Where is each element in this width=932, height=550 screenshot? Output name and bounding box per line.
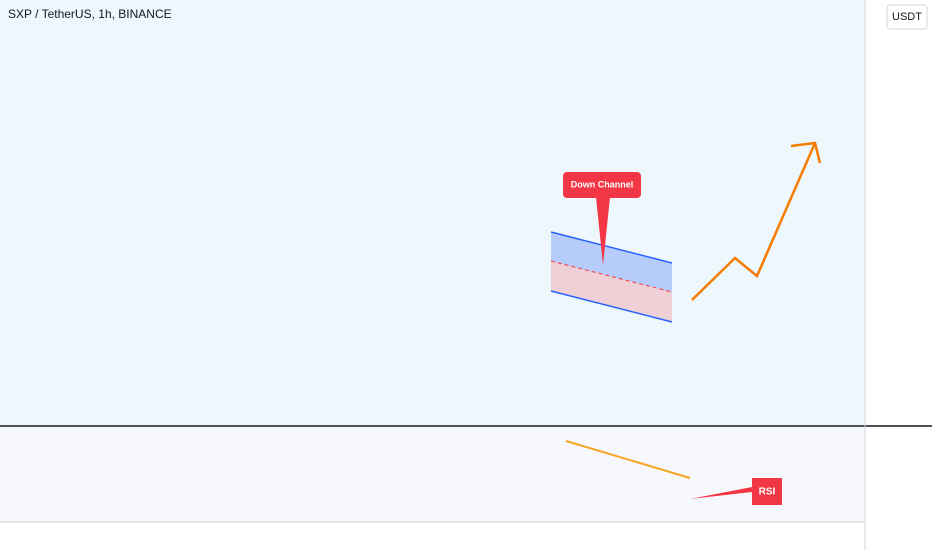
chart-title: SXP / TetherUS, 1h, BINANCE bbox=[8, 7, 172, 21]
projection-arrow bbox=[691, 142, 817, 301]
callout-pointer bbox=[596, 197, 610, 265]
arrow-head bbox=[790, 141, 822, 164]
annotation: Down Channel bbox=[571, 179, 634, 189]
callout-box bbox=[563, 172, 641, 198]
rsi-callout bbox=[690, 478, 782, 505]
channel-bottom bbox=[550, 290, 673, 323]
channel-lower bbox=[551, 261, 672, 322]
currency-button[interactable] bbox=[886, 4, 928, 30]
main-pane bbox=[0, 0, 865, 425]
divergence-line bbox=[565, 440, 691, 479]
channel-upper bbox=[551, 232, 672, 292]
rsi-callout-text: RSI bbox=[759, 487, 776, 498]
channel-top bbox=[550, 231, 673, 264]
currency[interactable]: USDT bbox=[892, 11, 922, 23]
rsi-pane bbox=[0, 427, 865, 522]
